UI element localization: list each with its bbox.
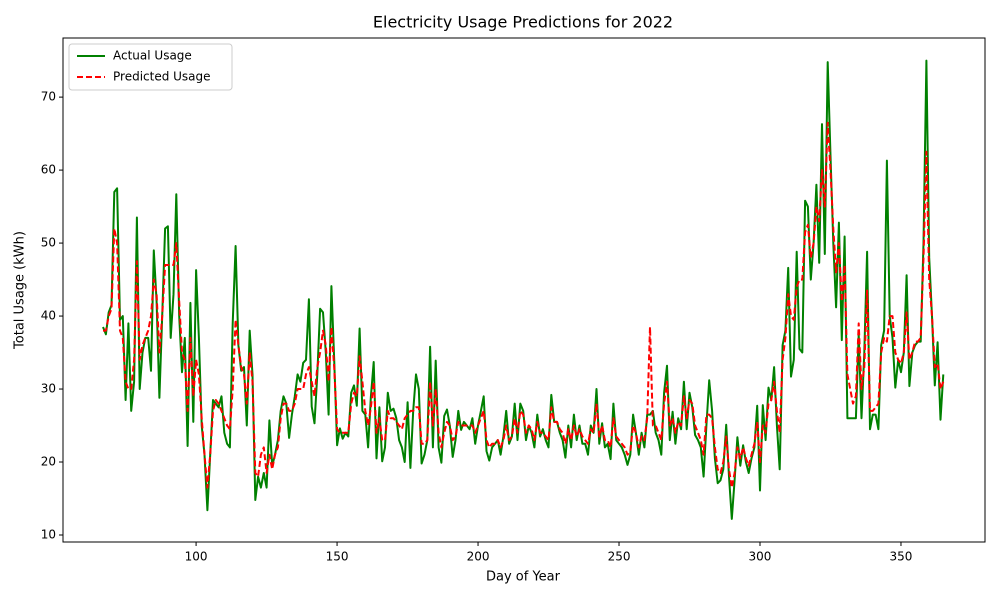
x-tick-label: 150 xyxy=(326,550,349,564)
legend-label: Actual Usage xyxy=(113,49,192,63)
plot-frame xyxy=(62,37,986,543)
y-tick-label: 50 xyxy=(41,236,56,250)
y-axis-label: Total Usage (kWh) xyxy=(13,231,28,350)
y-tick-label: 40 xyxy=(41,309,56,323)
y-tick-label: 30 xyxy=(41,382,56,396)
x-axis-label: Day of Year xyxy=(486,570,561,585)
y-tick-label: 10 xyxy=(41,527,56,541)
x-tick-label: 350 xyxy=(890,550,913,564)
x-tick-label: 300 xyxy=(749,550,772,564)
legend-label: Predicted Usage xyxy=(113,70,211,84)
chart-title: Electricity Usage Predictions for 2022 xyxy=(373,13,673,32)
x-tick-label: 100 xyxy=(185,550,208,564)
legend-box xyxy=(68,43,233,91)
y-tick-label: 70 xyxy=(41,90,56,104)
y-tick-label: 60 xyxy=(41,163,56,177)
x-tick-label: 250 xyxy=(608,550,631,564)
y-tick-label: 20 xyxy=(41,455,56,469)
series-line xyxy=(103,121,945,489)
x-tick-label: 200 xyxy=(467,550,490,564)
series-line xyxy=(102,59,945,520)
